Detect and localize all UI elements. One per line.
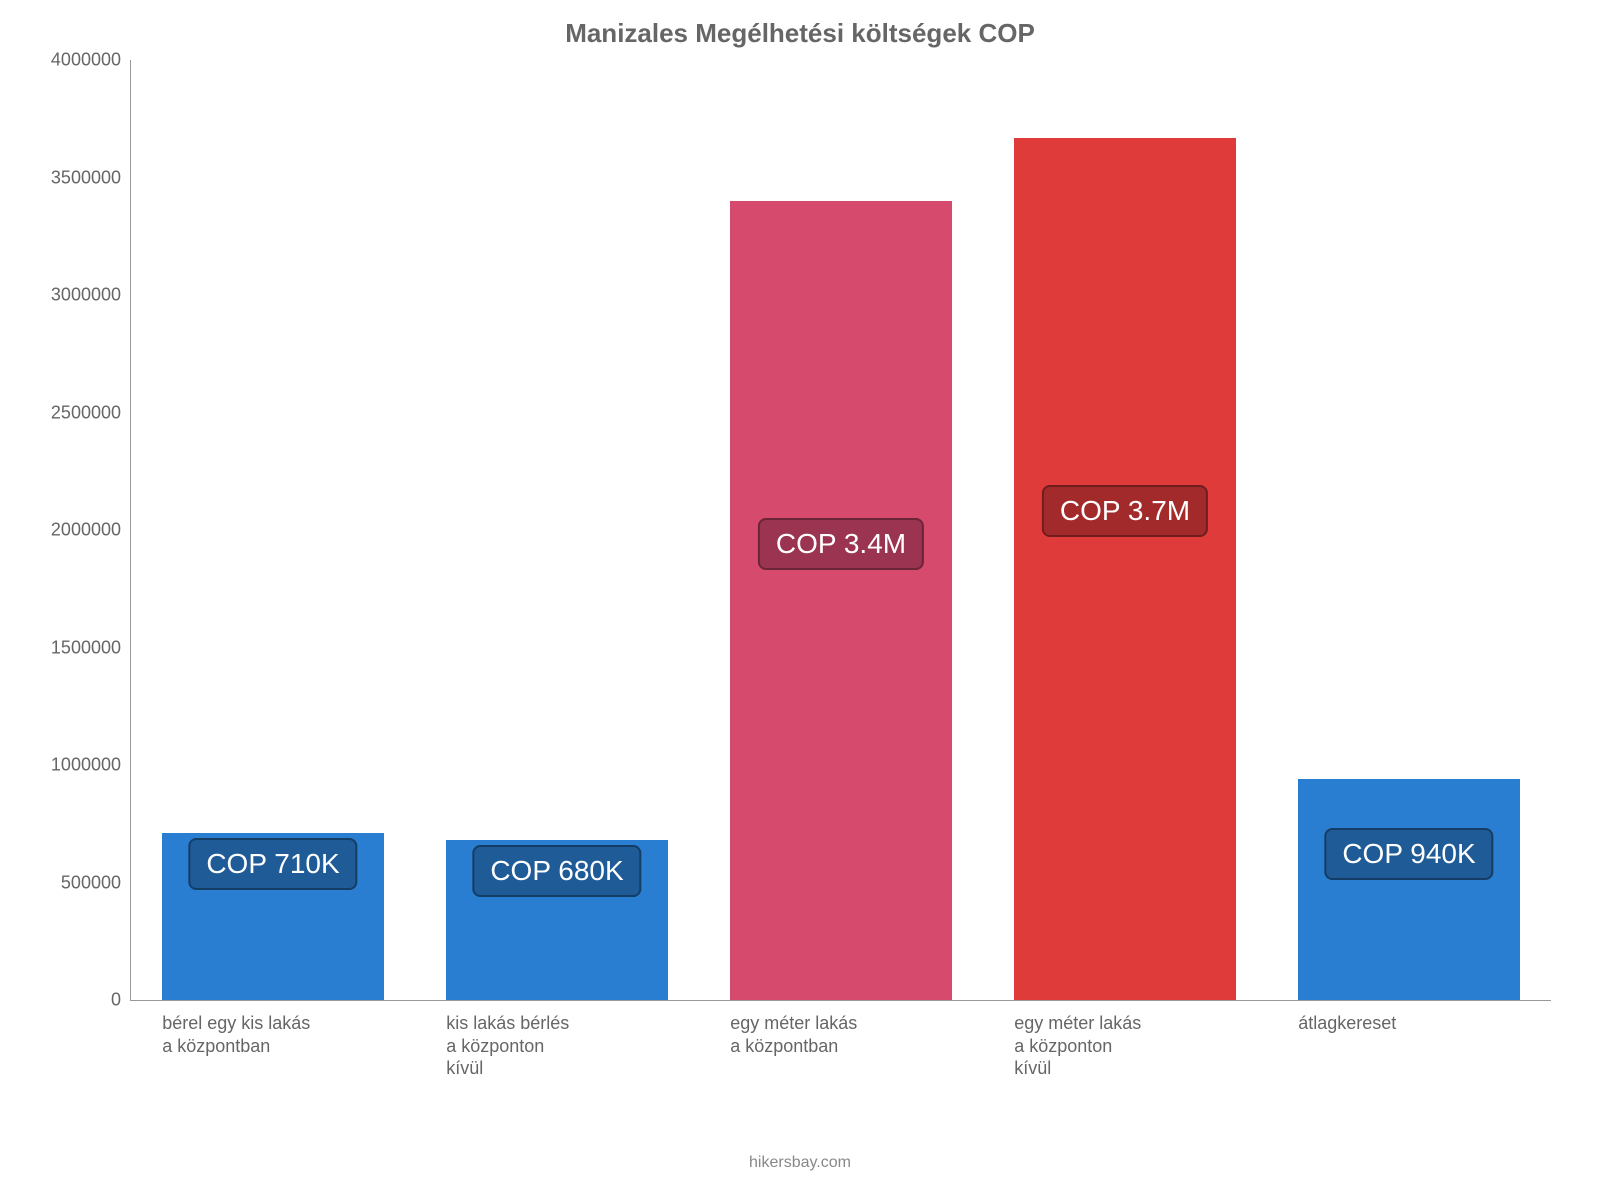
- y-tick-label: 2500000: [51, 402, 131, 423]
- x-tick-label: bérel egy kis lakása központban: [162, 1000, 384, 1057]
- x-tick-label-line: a központon: [446, 1035, 668, 1058]
- y-tick-label: 3000000: [51, 285, 131, 306]
- y-tick-label: 2000000: [51, 520, 131, 541]
- bar: [1298, 779, 1520, 1000]
- x-tick-label: egy méter lakása központonkívül: [1014, 1000, 1236, 1080]
- bar-value-label: COP 680K: [472, 845, 641, 897]
- chart-source: hikersbay.com: [0, 1154, 1600, 1172]
- y-tick-label: 4000000: [51, 50, 131, 71]
- cost-of-living-chart: Manizales Megélhetési költségek COP 0500…: [0, 0, 1600, 1200]
- plot-area: 0500000100000015000002000000250000030000…: [130, 60, 1551, 1001]
- y-tick-label: 0: [111, 990, 131, 1011]
- x-tick-label-line: egy méter lakás: [1014, 1012, 1236, 1035]
- x-tick-label-line: átlagkereset: [1298, 1012, 1520, 1035]
- x-tick-label-line: kívül: [446, 1057, 668, 1080]
- bar: [730, 201, 952, 1000]
- chart-title: Manizales Megélhetési költségek COP: [0, 18, 1600, 49]
- x-tick-label: egy méter lakása központban: [730, 1000, 952, 1057]
- x-tick-label: átlagkereset: [1298, 1000, 1520, 1035]
- bar-value-label: COP 710K: [188, 838, 357, 890]
- y-tick-label: 1500000: [51, 637, 131, 658]
- x-tick-label-line: kívül: [1014, 1057, 1236, 1080]
- y-tick-label: 1000000: [51, 755, 131, 776]
- bar: [1014, 138, 1236, 1000]
- x-tick-label-line: a központban: [162, 1035, 384, 1058]
- bar-value-label: COP 3.4M: [758, 518, 924, 570]
- bar-value-label: COP 3.7M: [1042, 485, 1208, 537]
- x-tick-label-line: kis lakás bérlés: [446, 1012, 668, 1035]
- x-tick-label: kis lakás bérlésa központonkívül: [446, 1000, 668, 1080]
- y-tick-label: 500000: [61, 872, 131, 893]
- bar-value-label: COP 940K: [1324, 828, 1493, 880]
- x-tick-label-line: bérel egy kis lakás: [162, 1012, 384, 1035]
- x-tick-label-line: a központon: [1014, 1035, 1236, 1058]
- y-tick-label: 3500000: [51, 167, 131, 188]
- x-tick-label-line: a központban: [730, 1035, 952, 1058]
- x-tick-label-line: egy méter lakás: [730, 1012, 952, 1035]
